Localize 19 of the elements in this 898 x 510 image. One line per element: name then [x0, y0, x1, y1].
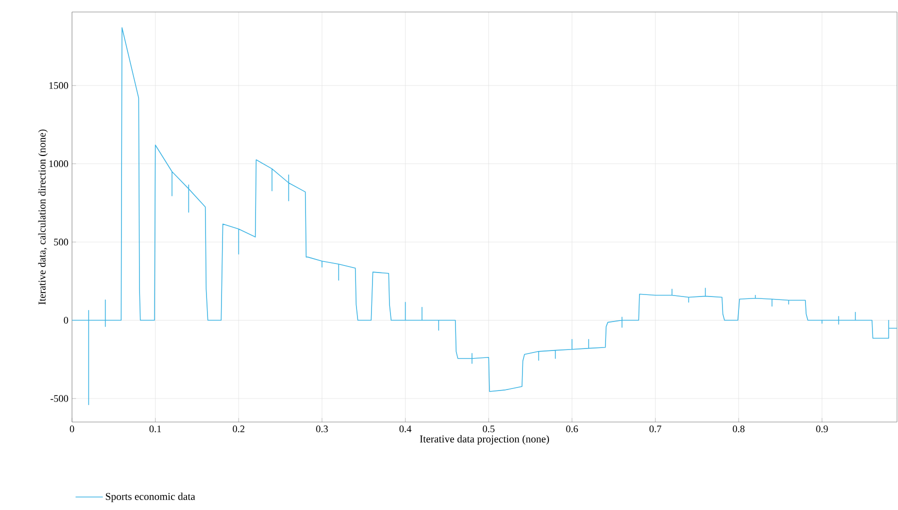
x-tick-label: 0.2 — [232, 426, 244, 432]
y-axis-title: Iterative data, calculation direction (none) — [38, 130, 48, 304]
y-tick-label: -500 — [50, 395, 68, 402]
x-tick-label: 0.9 — [816, 426, 828, 432]
y-tick-label: 1500 — [49, 82, 68, 89]
legend-label: Sports economic data — [106, 492, 196, 502]
x-axis-title: Iterative data projection (none) — [420, 435, 549, 445]
y-tick-label: 500 — [54, 238, 68, 246]
x-tick-label: 0.8 — [732, 426, 745, 432]
y-tick-label: 0 — [64, 316, 68, 324]
x-tick-label: 0.1 — [149, 426, 161, 432]
x-tick-label: 0.3 — [316, 426, 328, 432]
x-tick-label: 0.7 — [649, 426, 662, 432]
x-tick-label: 0.6 — [566, 426, 578, 432]
line-series — [72, 27, 898, 406]
x-tick-label: 0.4 — [399, 426, 412, 432]
x-tick-label: 0.5 — [482, 426, 495, 432]
x-tick-label: 0 — [70, 426, 74, 432]
y-tick-label: 1000 — [49, 160, 68, 168]
